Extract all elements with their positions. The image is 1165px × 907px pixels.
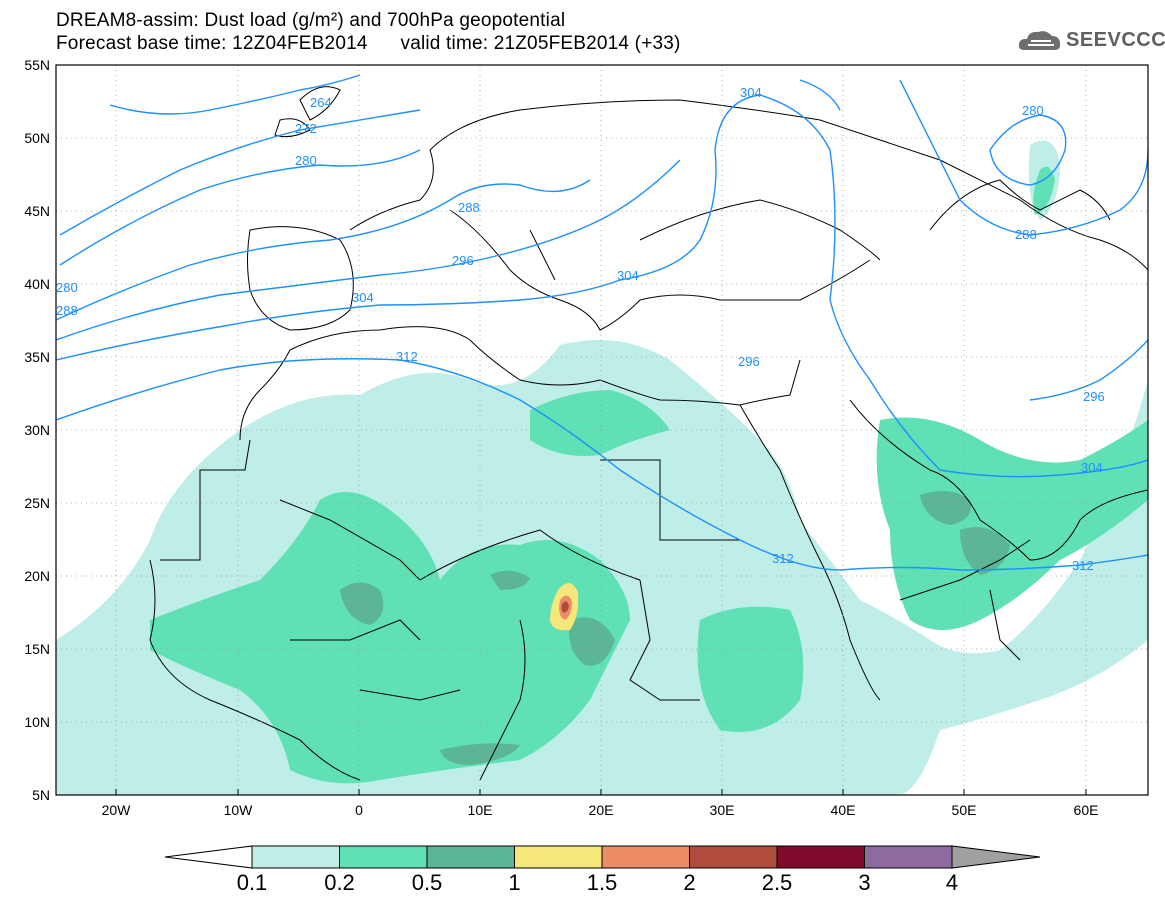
colorbar-label: 0.5 xyxy=(411,870,443,895)
coastlines xyxy=(149,86,1148,781)
contour-304 xyxy=(56,94,1148,478)
contour-272 xyxy=(59,109,421,236)
contour-label: 296 xyxy=(1083,389,1105,404)
lon-tick-labels: 20W 10W 0 10E 20E 30E 40E 50E 60E xyxy=(102,802,1099,818)
colorbar-bin xyxy=(864,845,953,869)
colorbar-under-arrow xyxy=(164,845,253,869)
map-title: DREAM8-assim: Dust load (g/m²) and 700hP… xyxy=(56,10,566,31)
colorbar-bin xyxy=(601,845,690,869)
contour-280-east xyxy=(989,114,1067,186)
lat-tick: 10N xyxy=(24,714,50,730)
contour-label: 312 xyxy=(1072,558,1094,573)
gridlines xyxy=(56,65,1148,795)
lon-tick: 50E xyxy=(952,802,977,818)
contour-288 xyxy=(56,179,591,321)
contour-label: 280 xyxy=(56,280,78,295)
colorbar-bin xyxy=(251,845,340,869)
forecast-base-time: Forecast base time: 12Z04FEB2014 xyxy=(56,33,368,54)
lon-tick: 60E xyxy=(1074,802,1099,818)
colorbar xyxy=(164,845,1041,869)
lat-tick: 40N xyxy=(24,276,50,292)
colorbar-label: 2.5 xyxy=(761,870,793,895)
contour-264 xyxy=(109,74,361,115)
map-subtitle: Forecast base time: 12Z04FEB2014 valid t… xyxy=(56,33,681,55)
dust-layer-2 xyxy=(561,601,569,613)
lon-tick: 20E xyxy=(589,802,614,818)
lon-tick: 10W xyxy=(224,802,254,818)
lat-tick: 55N xyxy=(24,57,50,73)
colorbar-label: 0.1 xyxy=(236,870,268,895)
dust-layer-0.5 xyxy=(340,491,1010,765)
contour-label: 296 xyxy=(738,354,760,369)
colorbar-label: 1 xyxy=(508,870,521,895)
colorbar-bin xyxy=(426,845,515,869)
lat-tick: 30N xyxy=(24,422,50,438)
contour-label: 312 xyxy=(396,349,418,364)
contour-label: 304 xyxy=(1081,460,1103,475)
colorbar-label: 2 xyxy=(683,870,696,895)
contour-label: 304 xyxy=(617,268,639,283)
lon-tick: 30E xyxy=(710,802,735,818)
lat-tick-labels: 55N 50N 45N 40N 35N 30N 25N 20N 15N 10N … xyxy=(24,57,50,803)
lat-tick: 50N xyxy=(24,130,50,146)
contour-label: 272 xyxy=(295,121,317,136)
lat-tick: 20N xyxy=(24,568,50,584)
lon-tick: 20W xyxy=(102,802,132,818)
colorbar-bin xyxy=(339,845,428,869)
contour-label: 288 xyxy=(458,200,480,215)
contour-296-east xyxy=(1029,339,1148,401)
contour-label: 280 xyxy=(295,153,317,168)
lat-tick: 45N xyxy=(24,203,50,219)
contour-288-east xyxy=(899,79,1148,236)
valid-time: valid time: 21Z05FEB2014 (+33) xyxy=(400,33,681,54)
lat-tick: 5N xyxy=(32,787,50,803)
colorbar-label: 0.2 xyxy=(324,870,355,895)
map-frame xyxy=(55,64,1149,796)
colorbar-bin xyxy=(689,845,778,869)
lat-tick: 25N xyxy=(24,495,50,511)
colorbar-label: 3 xyxy=(858,870,871,895)
geopotential-contours xyxy=(56,74,1148,571)
contour-label: 288 xyxy=(1015,227,1037,242)
colorbar-bin xyxy=(514,845,603,869)
lon-tick: 0 xyxy=(355,802,363,818)
lat-tick: 15N xyxy=(24,641,50,657)
logo-text: SEEVCCC xyxy=(1066,29,1165,51)
contour-label: 296 xyxy=(452,253,474,268)
contour-label: 264 xyxy=(310,95,332,110)
contour-label: 312 xyxy=(772,551,794,566)
contour-label: 304 xyxy=(740,85,762,100)
colorbar-bin xyxy=(776,845,865,869)
colorbar-label: 4 xyxy=(945,870,959,895)
contour-296 xyxy=(56,159,681,341)
tick-marks xyxy=(115,789,1087,795)
colorbar-over-arrow xyxy=(951,845,1041,869)
lat-tick: 35N xyxy=(24,349,50,365)
contour-280 xyxy=(59,149,421,266)
contour-labels: 264 272 280 288 296 304 312 280 288 304 … xyxy=(56,85,1105,573)
contour-label: 288 xyxy=(56,303,78,318)
lon-tick: 40E xyxy=(831,802,856,818)
contour-label: 280 xyxy=(1022,103,1044,118)
cloud-icon xyxy=(1018,31,1061,50)
lon-tick: 10E xyxy=(468,802,493,818)
contour-312 xyxy=(56,358,1148,571)
contour-304-north xyxy=(799,79,841,111)
colorbar-label: 1.5 xyxy=(586,870,618,895)
contour-label: 304 xyxy=(352,290,374,305)
